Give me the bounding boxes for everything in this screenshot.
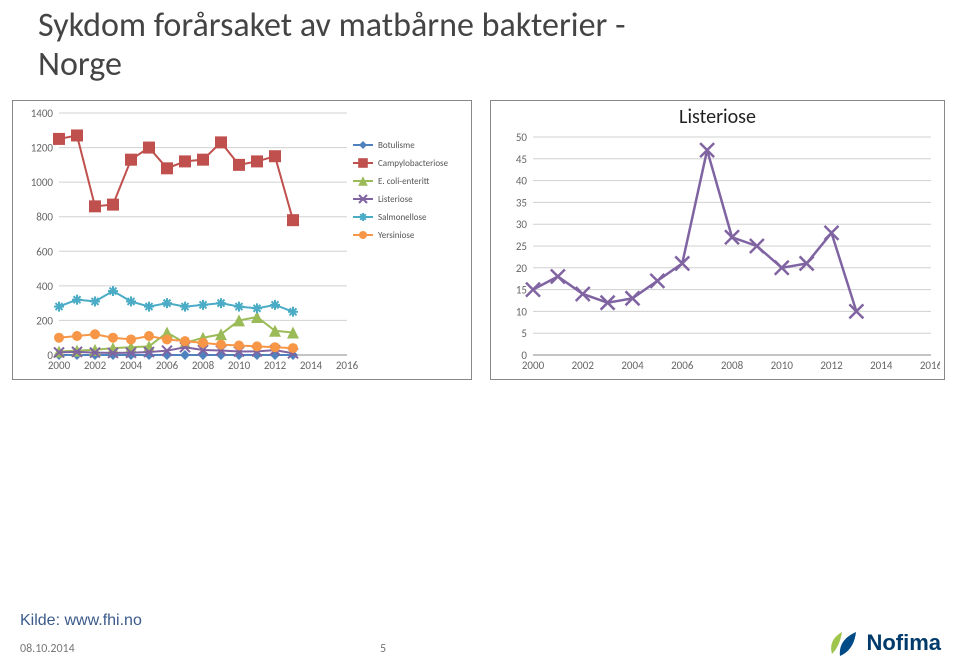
svg-text:2014: 2014	[300, 359, 323, 372]
svg-text:2010: 2010	[228, 359, 251, 372]
svg-text:E. coli-enteritt: E. coli-enteritt	[378, 176, 430, 187]
svg-text:800: 800	[36, 211, 53, 224]
svg-text:5: 5	[521, 327, 527, 340]
chart2-title: Listeriose	[495, 105, 940, 129]
svg-text:35: 35	[516, 196, 527, 209]
svg-text:Salmonellose: Salmonellose	[378, 212, 427, 223]
svg-text:1400: 1400	[31, 107, 54, 120]
svg-text:2008: 2008	[721, 359, 744, 372]
svg-text:10: 10	[516, 305, 528, 318]
svg-text:40: 40	[516, 175, 528, 188]
nofima-leaf-icon	[826, 628, 860, 658]
title-line-1: Sykdom forårsaket av matbårne bakterier …	[38, 5, 625, 46]
source-text: Kilde: www.fhi.no	[20, 612, 142, 630]
svg-text:200: 200	[36, 314, 53, 327]
svg-text:2010: 2010	[771, 359, 794, 372]
svg-text:25: 25	[516, 240, 527, 253]
svg-text:45: 45	[516, 153, 527, 166]
svg-text:2012: 2012	[264, 359, 287, 372]
svg-text:2008: 2008	[192, 359, 215, 372]
svg-text:2016: 2016	[336, 359, 359, 372]
svg-text:600: 600	[36, 245, 53, 258]
svg-text:1200: 1200	[31, 142, 54, 155]
svg-text:2012: 2012	[820, 359, 843, 372]
svg-text:400: 400	[36, 280, 53, 293]
svg-text:50: 50	[516, 131, 528, 144]
svg-text:1000: 1000	[31, 176, 54, 189]
svg-text:2004: 2004	[120, 359, 143, 372]
svg-text:20: 20	[516, 262, 528, 275]
svg-text:2002: 2002	[84, 359, 107, 372]
svg-text:2016: 2016	[920, 359, 940, 372]
svg-text:Listeriose: Listeriose	[378, 194, 413, 205]
nofima-logo: Nofima	[826, 628, 941, 658]
svg-text:2014: 2014	[870, 359, 893, 372]
svg-text:Botulisme: Botulisme	[378, 140, 415, 151]
title-line-2: Norge	[38, 44, 122, 85]
svg-text:30: 30	[516, 218, 528, 231]
svg-text:2000: 2000	[522, 359, 545, 372]
chart-multi-series: 0200400600800100012001400200020022004200…	[12, 100, 472, 380]
svg-text:2006: 2006	[156, 359, 179, 372]
svg-text:Campylobacteriose: Campylobacteriose	[378, 158, 449, 169]
logo-text: Nofima	[866, 630, 941, 656]
footer-date: 08.10.2014	[20, 642, 75, 656]
chart-listeriose: Listeriose 05101520253035404550200020022…	[490, 100, 945, 380]
svg-text:Yersiniose: Yersiniose	[378, 230, 415, 241]
svg-text:2006: 2006	[671, 359, 694, 372]
slide-title: Sykdom forårsaket av matbårne bakterier …	[38, 6, 625, 84]
footer-page: 5	[380, 642, 386, 656]
svg-text:2002: 2002	[572, 359, 595, 372]
svg-text:15: 15	[516, 284, 527, 297]
svg-text:2004: 2004	[621, 359, 644, 372]
svg-text:2000: 2000	[48, 359, 71, 372]
chart1-svg: 0200400600800100012001400200020022004200…	[17, 105, 467, 375]
chart2-svg: 0510152025303540455020002002200420062008…	[495, 131, 940, 373]
